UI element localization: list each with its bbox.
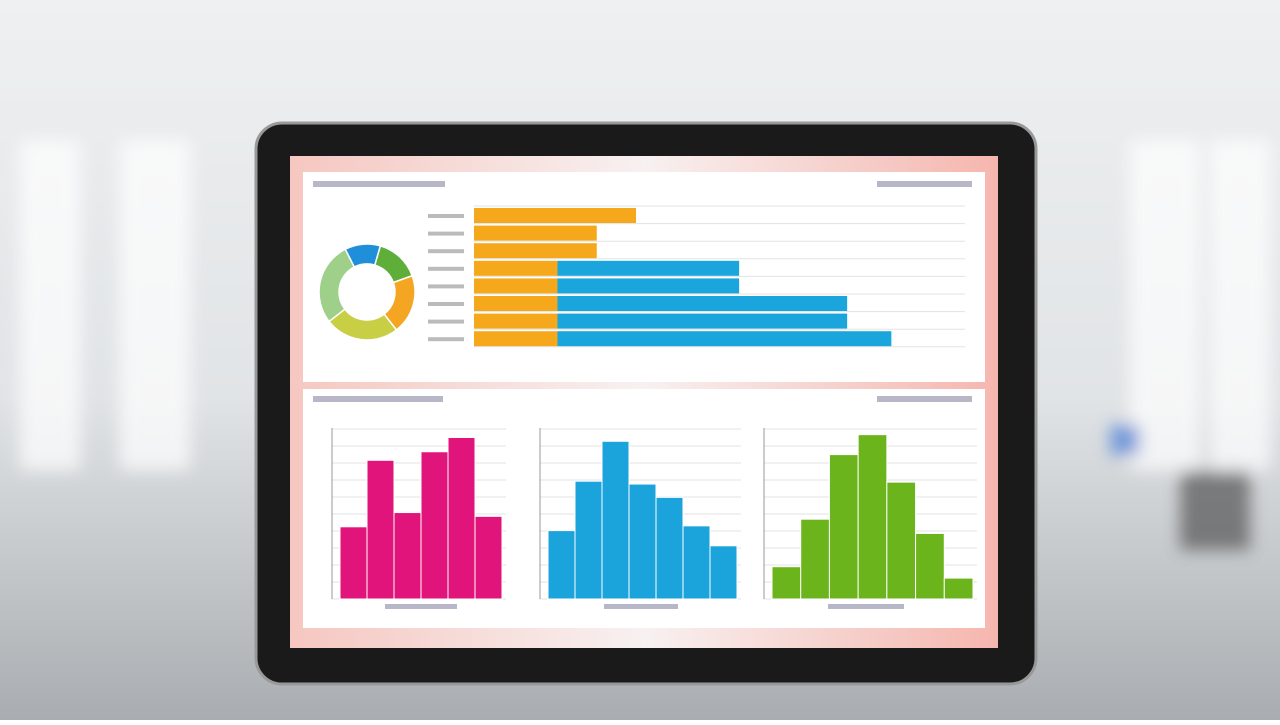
bar xyxy=(474,313,558,329)
bar xyxy=(655,496,684,600)
row-label xyxy=(428,319,464,324)
bar xyxy=(709,545,738,600)
row-label xyxy=(428,266,464,271)
bar xyxy=(601,440,630,600)
bar xyxy=(393,512,422,600)
bar xyxy=(886,481,917,600)
blurred-office xyxy=(20,140,1270,550)
bar xyxy=(943,577,974,600)
bar xyxy=(547,530,576,600)
bar xyxy=(828,454,859,600)
row-label xyxy=(428,337,464,342)
bar xyxy=(474,296,558,311)
bar xyxy=(366,459,395,600)
bar xyxy=(474,225,597,241)
bar xyxy=(474,260,558,276)
bar xyxy=(771,566,802,600)
bar xyxy=(474,515,503,600)
bar xyxy=(557,331,892,347)
bar xyxy=(557,278,740,294)
bar xyxy=(420,451,449,600)
bar xyxy=(474,331,558,347)
row-label xyxy=(428,214,464,218)
bar xyxy=(339,526,368,600)
donut-slice xyxy=(318,248,356,323)
bar xyxy=(557,296,848,311)
bar xyxy=(857,434,888,600)
bar xyxy=(574,480,603,600)
bar xyxy=(474,208,637,223)
bar xyxy=(682,525,711,600)
charts xyxy=(318,205,977,600)
bar xyxy=(800,518,830,600)
bar xyxy=(557,260,740,276)
row-label xyxy=(428,231,464,236)
row-label xyxy=(428,284,464,289)
bar xyxy=(628,483,657,600)
bar xyxy=(915,532,945,600)
row-label xyxy=(428,249,464,254)
bar xyxy=(474,278,558,294)
bar xyxy=(447,437,476,600)
row-label xyxy=(428,302,464,306)
bar xyxy=(474,243,597,259)
illegible-text xyxy=(313,181,972,609)
bar xyxy=(557,313,848,329)
